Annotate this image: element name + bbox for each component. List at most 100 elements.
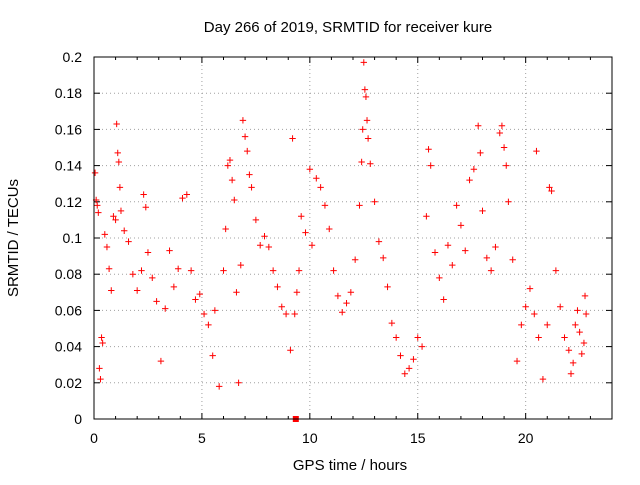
data-point bbox=[533, 147, 540, 155]
x-tick-label: 5 bbox=[198, 430, 206, 446]
data-points bbox=[91, 59, 590, 422]
data-point bbox=[94, 202, 101, 209]
data-point bbox=[196, 290, 203, 298]
data-point bbox=[479, 207, 486, 215]
data-point bbox=[359, 126, 366, 133]
data-point bbox=[235, 379, 242, 386]
data-point bbox=[552, 267, 560, 274]
data-point bbox=[453, 202, 460, 209]
data-point bbox=[496, 129, 503, 137]
data-point bbox=[115, 158, 123, 166]
data-point bbox=[99, 339, 106, 347]
y-tick-label: 0.06 bbox=[55, 302, 82, 318]
data-point bbox=[363, 117, 371, 124]
data-point bbox=[427, 162, 434, 169]
data-point bbox=[205, 321, 212, 329]
data-point bbox=[157, 357, 165, 365]
data-point bbox=[500, 144, 508, 151]
y-tick-label: 0.02 bbox=[55, 375, 82, 391]
data-point bbox=[117, 207, 125, 215]
data-point bbox=[125, 238, 132, 245]
data-point bbox=[192, 296, 199, 303]
data-point bbox=[98, 334, 105, 341]
data-point bbox=[518, 321, 525, 329]
data-point bbox=[220, 267, 227, 274]
data-point bbox=[371, 198, 378, 205]
axis-ticks: 0 0.02 0.04 0.06 0.08 0.1 0.12 0.14 0.16 0.18 0.2 0… bbox=[55, 49, 612, 446]
data-point bbox=[282, 310, 290, 318]
data-point bbox=[360, 59, 367, 66]
data-point bbox=[462, 247, 469, 254]
data-point bbox=[526, 285, 534, 292]
data-point bbox=[474, 122, 482, 129]
y-tick-label: 0.16 bbox=[55, 121, 82, 137]
data-point bbox=[522, 303, 529, 310]
data-point bbox=[580, 339, 588, 347]
data-point bbox=[211, 307, 219, 314]
data-point bbox=[351, 256, 359, 263]
data-point bbox=[444, 242, 452, 249]
data-point bbox=[509, 256, 516, 263]
data-point bbox=[358, 158, 365, 166]
data-point bbox=[302, 229, 309, 236]
data-point bbox=[215, 383, 223, 390]
data-point bbox=[97, 375, 104, 383]
data-point bbox=[581, 292, 589, 300]
data-point bbox=[574, 307, 581, 314]
data-point bbox=[95, 209, 102, 216]
data-point bbox=[343, 299, 350, 307]
data-point bbox=[557, 303, 564, 310]
data-point bbox=[414, 334, 421, 341]
data-point bbox=[356, 202, 363, 209]
data-point bbox=[492, 243, 499, 251]
data-point bbox=[291, 310, 298, 318]
data-point bbox=[326, 225, 333, 233]
data-point bbox=[108, 287, 115, 294]
data-point bbox=[295, 267, 303, 274]
data-point bbox=[544, 321, 551, 329]
data-point bbox=[129, 271, 137, 278]
data-point bbox=[265, 243, 273, 251]
data-point bbox=[362, 93, 370, 101]
data-point bbox=[101, 231, 108, 238]
data-point bbox=[561, 334, 568, 341]
data-point bbox=[569, 359, 577, 367]
data-point bbox=[308, 242, 316, 249]
data-point bbox=[256, 242, 264, 249]
data-point bbox=[224, 162, 232, 169]
data-point bbox=[313, 175, 320, 182]
data-point bbox=[317, 184, 324, 191]
y-tick-label: 0.12 bbox=[55, 194, 82, 210]
data-point bbox=[401, 370, 408, 377]
data-point bbox=[397, 352, 404, 359]
data-point bbox=[222, 225, 229, 233]
data-point bbox=[233, 289, 240, 296]
data-point bbox=[121, 227, 128, 234]
data-point bbox=[565, 347, 573, 354]
data-point bbox=[153, 298, 160, 305]
data-point bbox=[449, 261, 456, 269]
data-point bbox=[170, 283, 178, 291]
x-tick-label: 10 bbox=[302, 430, 318, 446]
data-point bbox=[231, 196, 238, 204]
y-tick-label: 0.04 bbox=[55, 339, 82, 355]
data-point bbox=[269, 267, 277, 274]
data-point bbox=[380, 254, 387, 262]
data-point bbox=[91, 169, 99, 177]
data-point bbox=[539, 375, 547, 383]
data-point bbox=[535, 334, 542, 341]
data-point bbox=[423, 213, 430, 220]
data-point bbox=[367, 160, 374, 167]
data-point bbox=[244, 147, 251, 155]
y-tick-label: 0.1 bbox=[63, 230, 83, 246]
data-point bbox=[483, 254, 491, 262]
data-point bbox=[546, 184, 553, 191]
data-point bbox=[113, 120, 120, 128]
data-point bbox=[503, 162, 510, 169]
data-point bbox=[298, 213, 305, 220]
data-point bbox=[293, 289, 301, 296]
data-point bbox=[334, 292, 342, 300]
data-point bbox=[425, 146, 432, 153]
data-point bbox=[436, 274, 443, 282]
